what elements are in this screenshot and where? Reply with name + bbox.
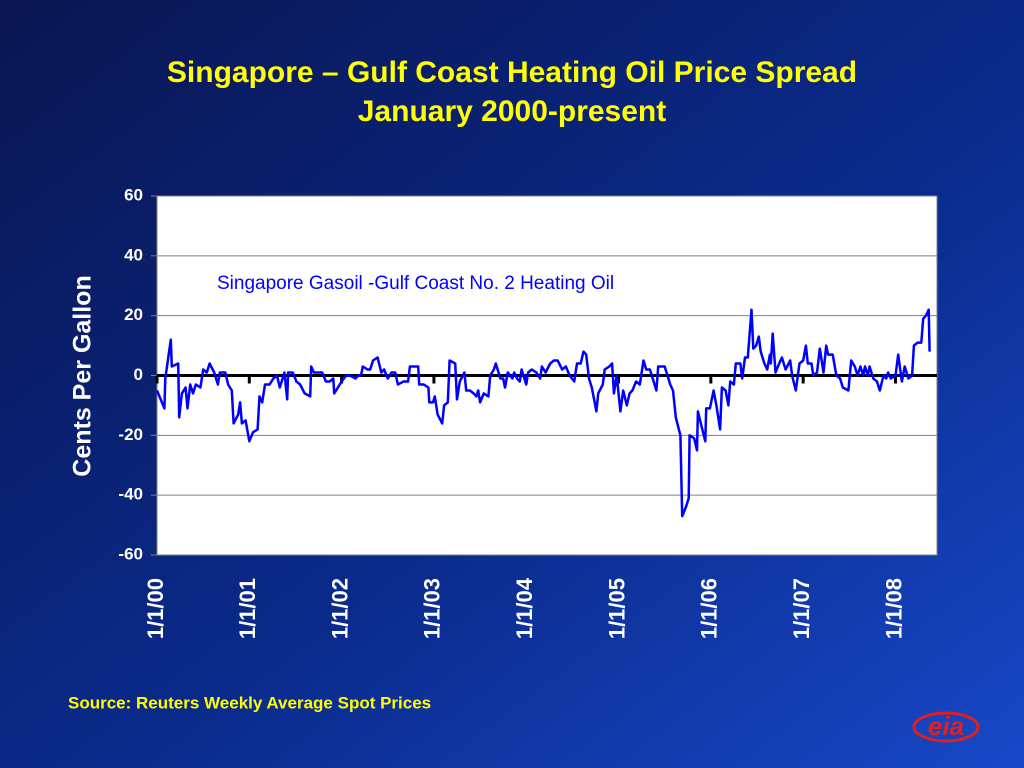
y-tick-label: 40 (124, 245, 143, 264)
y-tick-label: -20 (118, 425, 143, 444)
logo-text: eia (928, 711, 964, 741)
chart-title: Singapore – Gulf Coast Heating Oil Price… (167, 56, 857, 89)
logo: eia (912, 711, 980, 743)
y-tick-label: -40 (118, 485, 143, 504)
x-tick-label: 1/1/04 (512, 577, 537, 639)
series-label: Singapore Gasoil -Gulf Coast No. 2 Heati… (217, 273, 614, 294)
y-tick-label: -60 (118, 544, 143, 563)
data-line (155, 308, 931, 518)
x-tick-label: 1/1/05 (604, 578, 629, 639)
y-tick-label: 0 (134, 365, 143, 384)
y-tick-label: 60 (124, 185, 143, 204)
x-tick-label: 1/1/00 (143, 578, 168, 639)
y-axis-label: Cents Per Gallon (69, 275, 97, 476)
y-tick-label: 20 (124, 305, 143, 324)
chart-subtitle: January 2000-present (358, 95, 667, 128)
x-tick-label: 1/1/03 (420, 578, 445, 639)
source-note: Source: Reuters Weekly Average Spot Pric… (68, 693, 431, 712)
logo-ring (912, 711, 980, 743)
x-tick-label: 1/1/07 (789, 578, 814, 639)
x-tick-label: 1/1/06 (697, 578, 722, 639)
x-tick-label: 1/1/02 (327, 578, 352, 639)
x-tick-label: 1/1/01 (235, 578, 260, 639)
x-tick-label: 1/1/08 (881, 578, 906, 639)
